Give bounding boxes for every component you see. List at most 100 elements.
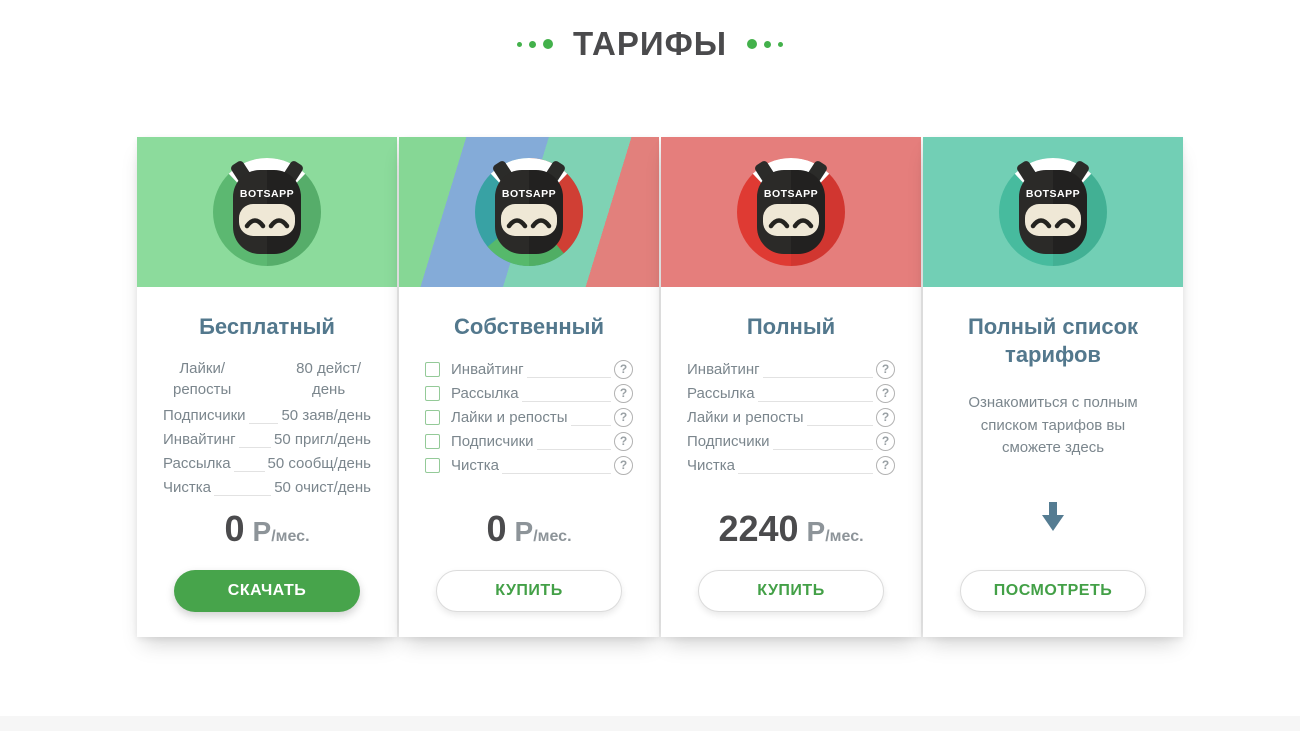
card-tariff-list: BOTSAPP Полный список тарифов Ознакомить… bbox=[923, 137, 1183, 637]
arrow-down-icon bbox=[1042, 501, 1064, 531]
feature-value: 50 заяв/день bbox=[281, 407, 371, 424]
feature-label: Инвайтинг bbox=[163, 431, 236, 448]
buy-button[interactable]: КУПИТЬ bbox=[698, 570, 884, 612]
buy-button[interactable]: КУПИТЬ bbox=[436, 570, 622, 612]
card-title: Полный bbox=[746, 314, 836, 339]
dot bbox=[764, 40, 772, 48]
card-free: BOTSAPP Бесплатный Лайки/ репосты 80 дей… bbox=[137, 137, 397, 637]
title-dots-right bbox=[747, 39, 784, 49]
dot bbox=[778, 41, 784, 47]
feature-row: Инвайтинг 50 пригл/день bbox=[163, 428, 371, 452]
feature-row: Чистка 50 очист/день bbox=[163, 476, 371, 500]
mascot-label: BOTSAPP bbox=[764, 188, 818, 200]
dotted-divider bbox=[521, 400, 611, 402]
price: 2240 Р /мес. bbox=[687, 508, 895, 550]
price-amount: 2240 bbox=[718, 508, 799, 549]
dot bbox=[747, 39, 758, 49]
help-icon[interactable]: ? bbox=[876, 384, 895, 403]
feature-label: Лайки и репосты bbox=[451, 409, 568, 426]
card-full: BOTSAPP Полный Инвайтинг ? Рассылка ? Ла… bbox=[661, 137, 921, 637]
dotted-divider bbox=[248, 422, 279, 424]
dot bbox=[516, 41, 522, 47]
feature-label: Лайки и репосты bbox=[687, 409, 804, 426]
price-amount: 0 bbox=[224, 508, 245, 549]
dotted-divider bbox=[772, 448, 873, 450]
card-tariff-list-header: BOTSAPP bbox=[923, 137, 1183, 287]
feature-label: Подписчики bbox=[687, 433, 770, 450]
help-icon[interactable]: ? bbox=[876, 456, 895, 475]
help-icon[interactable]: ? bbox=[876, 432, 895, 451]
feature-label: Подписчики bbox=[163, 407, 246, 424]
feature-label: Подписчики bbox=[451, 433, 534, 450]
feature-row: Подписчики ? bbox=[425, 430, 633, 454]
dotted-divider bbox=[737, 472, 873, 474]
dotted-divider bbox=[536, 448, 611, 450]
feature-row: Рассылка ? bbox=[687, 382, 895, 406]
feature-value: 50 очист/день bbox=[274, 479, 371, 496]
pricing-cards: BOTSAPP Бесплатный Лайки/ репосты 80 дей… bbox=[137, 137, 1183, 637]
feature-list: Лайки/ репосты 80 дейст/ день Подписчики… bbox=[163, 358, 371, 500]
feature-row: Лайки/ репосты 80 дейст/ день bbox=[163, 358, 371, 400]
feature-row: Рассылка 50 сообщ/день bbox=[163, 452, 371, 476]
dotted-divider bbox=[526, 376, 611, 378]
price-currency: Р bbox=[806, 516, 826, 547]
feature-list: Инвайтинг ? Рассылка ? Лайки и репосты ? bbox=[425, 358, 633, 478]
checkbox[interactable] bbox=[425, 434, 440, 449]
feature-row: Подписчики ? bbox=[687, 430, 895, 454]
help-icon[interactable]: ? bbox=[876, 408, 895, 427]
feature-row: Инвайтинг ? bbox=[425, 358, 633, 382]
feature-row: Лайки и репосты ? bbox=[425, 406, 633, 430]
card-title: Собственный bbox=[454, 314, 604, 339]
card-free-header: BOTSAPP bbox=[137, 137, 397, 287]
view-button[interactable]: ПОСМОТРЕТЬ bbox=[960, 570, 1146, 612]
help-icon[interactable]: ? bbox=[614, 456, 633, 475]
feature-row: Чистка ? bbox=[687, 454, 895, 478]
help-icon[interactable]: ? bbox=[614, 432, 633, 451]
dotted-divider bbox=[570, 424, 611, 426]
mascot-label: BOTSAPP bbox=[1026, 188, 1080, 200]
checkbox[interactable] bbox=[425, 458, 440, 473]
price-amount: 0 bbox=[486, 508, 507, 549]
dotted-divider bbox=[762, 376, 873, 378]
help-icon[interactable]: ? bbox=[614, 384, 633, 403]
feature-row: Чистка ? bbox=[425, 454, 633, 478]
feature-label: Чистка bbox=[163, 479, 211, 496]
help-icon[interactable]: ? bbox=[876, 360, 895, 379]
title-dots-left bbox=[516, 39, 553, 49]
card-full-body: Полный Инвайтинг ? Рассылка ? Лайки и ре… bbox=[661, 287, 921, 637]
feature-label: Рассылка bbox=[163, 455, 231, 472]
dot bbox=[528, 40, 536, 48]
mascot-label: BOTSAPP bbox=[240, 188, 294, 200]
page-header: ТАРИФЫ bbox=[0, 0, 1300, 63]
card-tariff-list-body: Полный список тарифов Ознакомиться с пол… bbox=[923, 287, 1183, 637]
botsapp-mascot-icon: BOTSAPP bbox=[736, 157, 846, 267]
download-button[interactable]: СКАЧАТЬ bbox=[174, 570, 360, 612]
card-custom-header: BOTSAPP bbox=[399, 137, 659, 287]
checkbox[interactable] bbox=[425, 362, 440, 377]
botsapp-mascot-icon: BOTSAPP bbox=[998, 157, 1108, 267]
footer-strip bbox=[0, 716, 1300, 731]
checkbox[interactable] bbox=[425, 386, 440, 401]
dotted-divider bbox=[213, 494, 272, 496]
feature-value: 80 дейст/ день bbox=[296, 359, 361, 398]
page-title: ТАРИФЫ bbox=[572, 25, 728, 62]
price-currency: Р bbox=[514, 516, 534, 547]
card-description: Ознакомиться с полным списком тарифов вы… bbox=[968, 394, 1138, 456]
feature-label: Рассылка bbox=[687, 385, 755, 402]
scroll-hint bbox=[949, 501, 1157, 537]
price-period: /мес. bbox=[271, 528, 310, 545]
help-icon[interactable]: ? bbox=[614, 408, 633, 427]
dotted-divider bbox=[806, 424, 873, 426]
card-custom-body: Собственный Инвайтинг ? Рассылка ? Лайки… bbox=[399, 287, 659, 637]
feature-value: 50 сообщ/день bbox=[267, 455, 372, 472]
help-icon[interactable]: ? bbox=[614, 360, 633, 379]
dotted-divider bbox=[233, 470, 265, 472]
feature-row: Лайки и репосты ? bbox=[687, 406, 895, 430]
checkbox[interactable] bbox=[425, 410, 440, 425]
card-title: Полный список тарифов bbox=[967, 314, 1139, 367]
feature-label: Инвайтинг bbox=[687, 361, 760, 378]
dotted-divider bbox=[238, 446, 272, 448]
feature-row: Инвайтинг ? bbox=[687, 358, 895, 382]
feature-label: Чистка bbox=[687, 457, 735, 474]
feature-label: Инвайтинг bbox=[451, 361, 524, 378]
